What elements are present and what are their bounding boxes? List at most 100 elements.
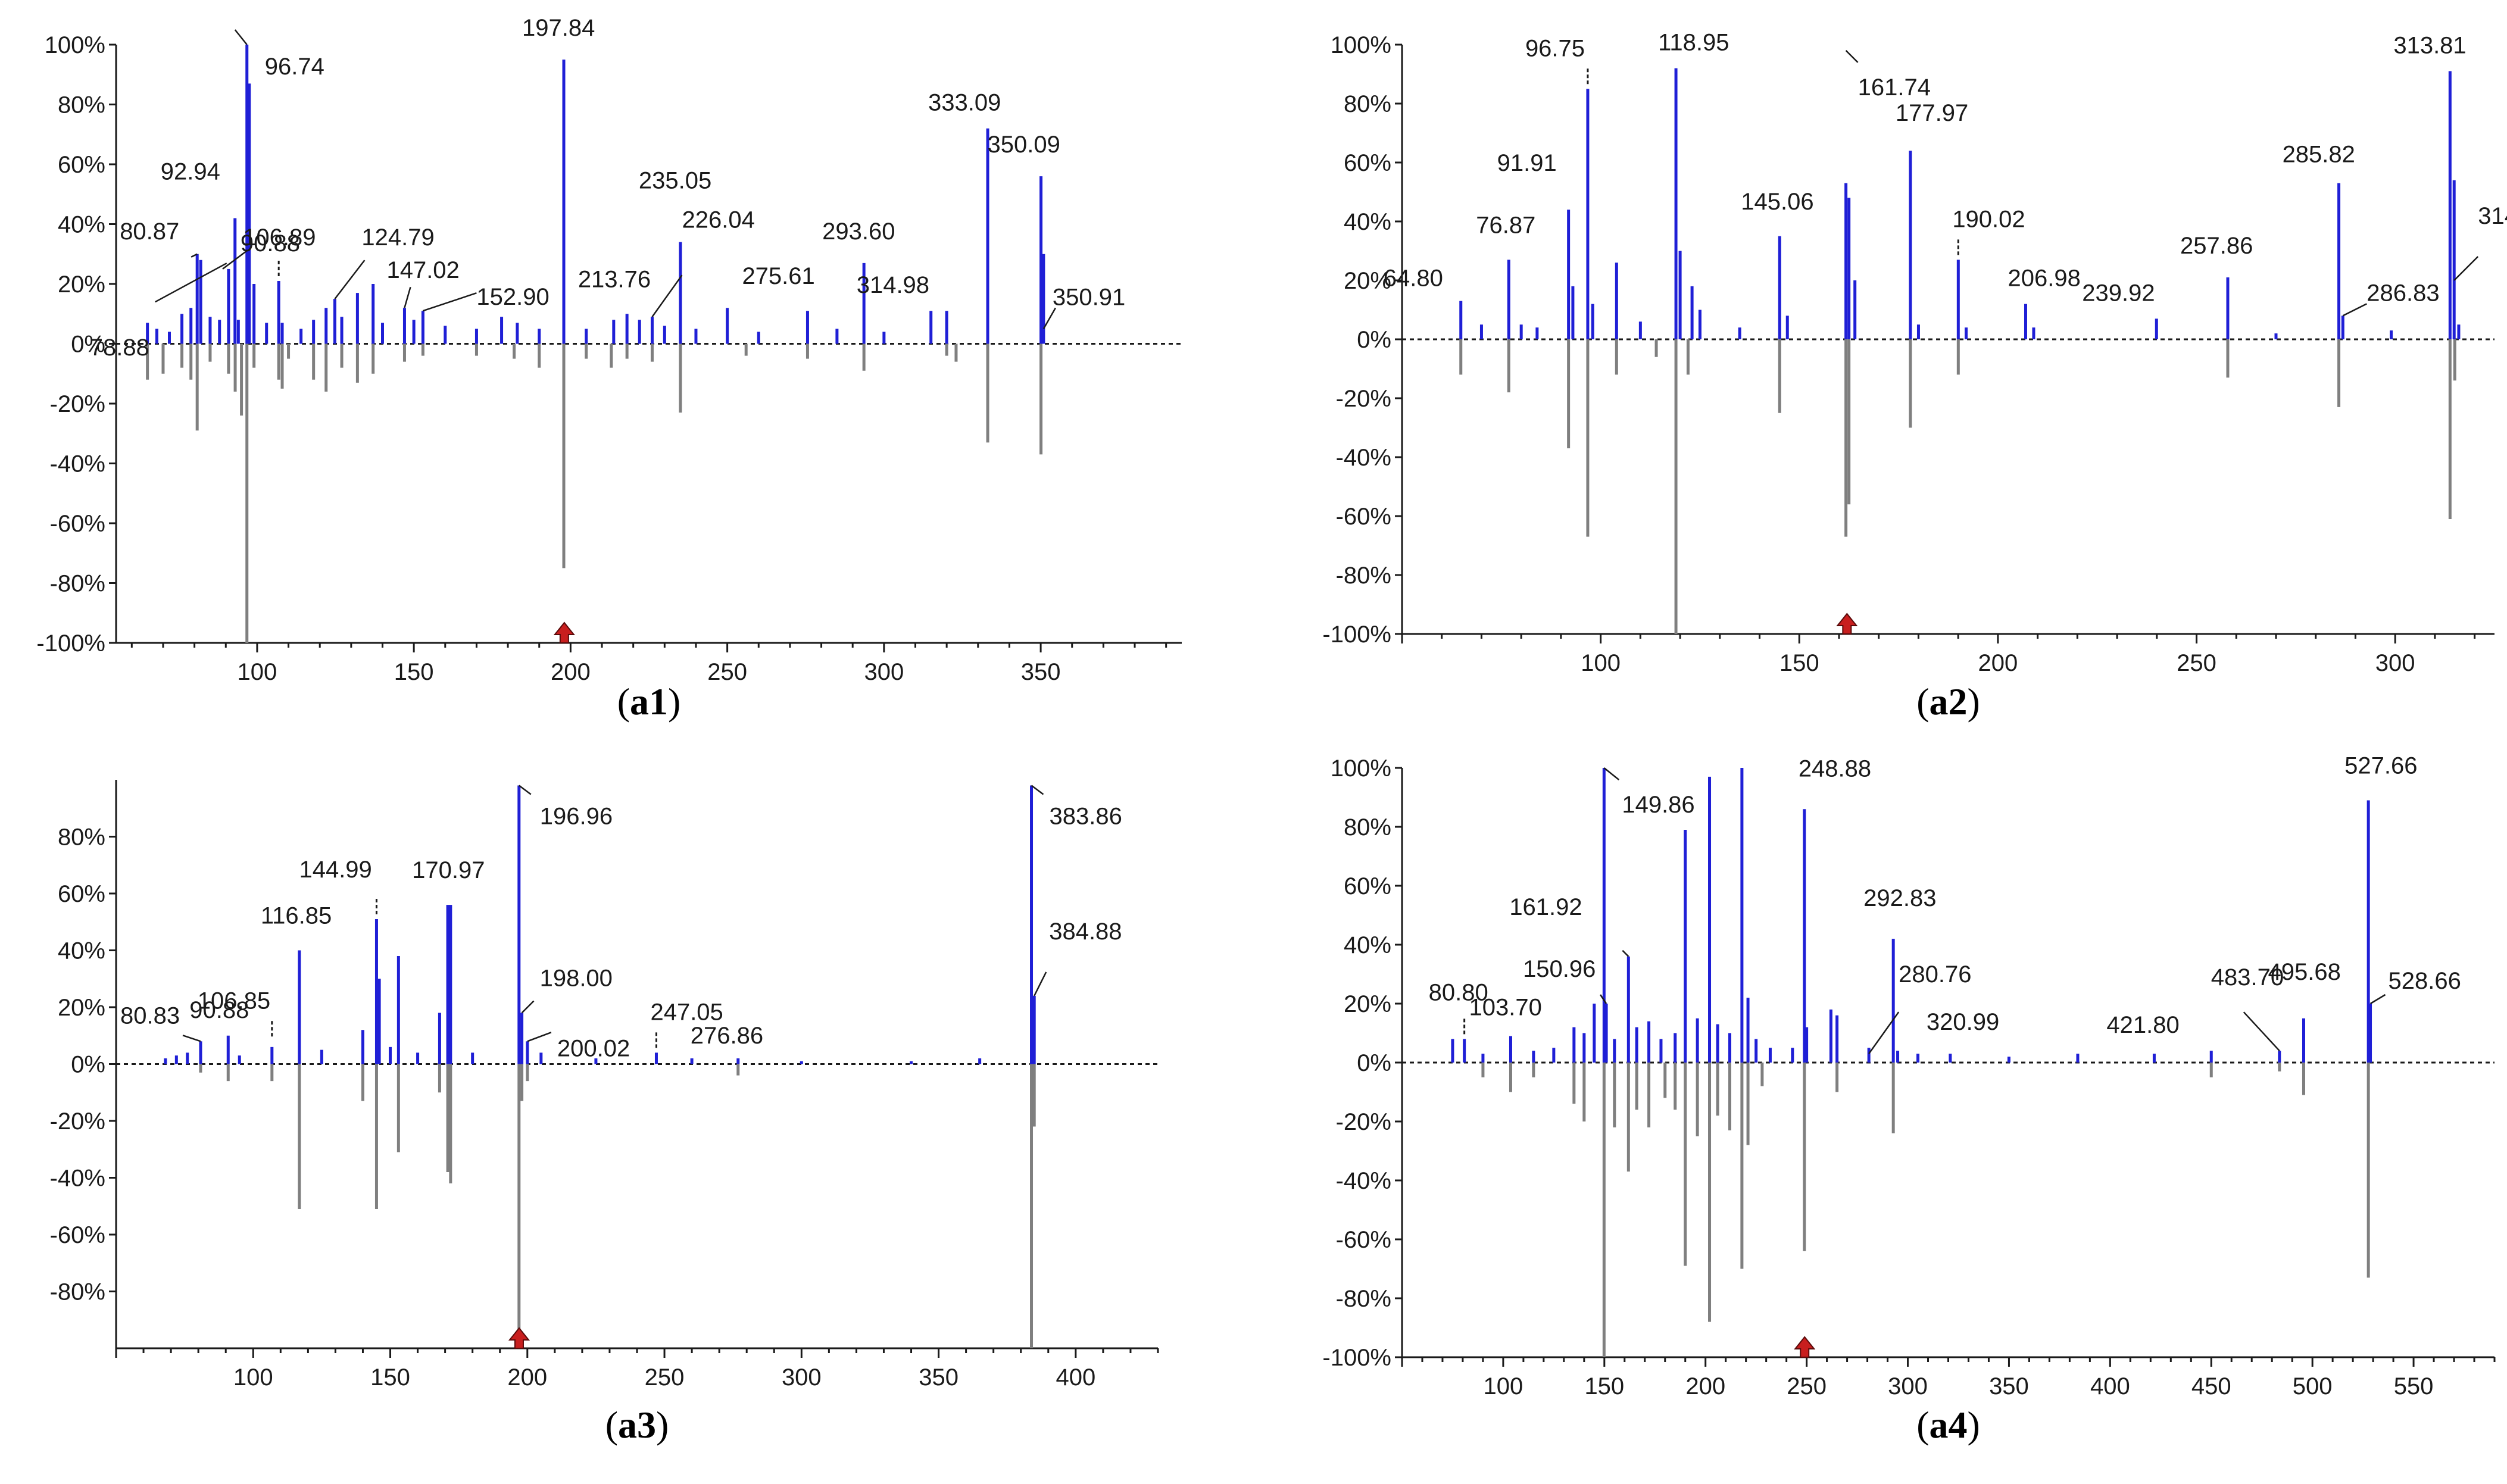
y-tick-label: -80%: [50, 571, 105, 597]
peak-leader-line: [1868, 1011, 1900, 1054]
peak-label: 96.74: [265, 54, 324, 80]
peak-label: 197.84: [522, 15, 595, 41]
peak-label: 124.79: [361, 224, 434, 251]
peak-leader-line: [191, 253, 198, 258]
peak-label: 198.00: [540, 966, 613, 992]
peak-label: 200.02: [557, 1035, 630, 1061]
y-tick-label: 100%: [1331, 32, 1391, 58]
x-tick-label: 200: [507, 1364, 547, 1391]
peak-label: 280.76: [1899, 961, 1971, 988]
precursor-arrow-icon: [508, 1327, 530, 1349]
peak-label: 78.88: [90, 335, 149, 361]
peak-leader-line: [2243, 1011, 2280, 1052]
peak-leader-line: [527, 1032, 552, 1042]
x-tick-label: 150: [1779, 650, 1819, 676]
x-tick-label: 150: [370, 1364, 410, 1391]
peak-label: 144.99: [299, 857, 371, 883]
peak-leader-line: [1034, 971, 1047, 996]
y-tick-label: 80%: [1344, 91, 1391, 117]
peak-label: 276.86: [691, 1023, 763, 1049]
peak-label: 247.05: [650, 999, 723, 1025]
y-tick-label: -20%: [50, 391, 105, 417]
x-tick-label: 300: [864, 659, 904, 685]
peak-label: 333.09: [928, 90, 1001, 116]
y-tick-label: 20%: [58, 995, 105, 1021]
peak-label: 293.60: [822, 218, 895, 245]
peak-label: 239.92: [2082, 280, 2155, 306]
y-tick-label: -60%: [50, 511, 105, 537]
peak-label: 226.04: [682, 207, 754, 233]
x-tick-label: 250: [707, 659, 747, 685]
peak-leader-line: [2453, 256, 2479, 281]
y-tick-label: 100%: [1331, 755, 1391, 782]
y-tick-label: 80%: [58, 824, 105, 851]
peak-label: 145.06: [1741, 189, 1813, 215]
peak-leader-line: [2342, 303, 2367, 317]
y-tick-label: -100%: [1322, 1345, 1391, 1371]
x-tick-label: 200: [1978, 650, 2018, 676]
x-tick-label: 100: [1484, 1373, 1523, 1399]
panel-a1: 100% 80% 60% 40% 20% 0% -20% -40% -60% -80% -100% 1…: [36, 15, 1182, 723]
y-tick-label: 20%: [1344, 991, 1391, 1017]
peak-label: 285.82: [2283, 142, 2355, 168]
peak-label: 106.85: [198, 988, 270, 1014]
y-tick-label: 0%: [1357, 1050, 1391, 1076]
peak-label: 76.87: [1476, 212, 1535, 238]
peak-label: 248.88: [1799, 755, 1871, 782]
peak-leader-line: [1042, 307, 1056, 329]
x-tick-label: 400: [2090, 1373, 2130, 1399]
peak-leader-line: [334, 260, 366, 299]
peak-label: 350.91: [1053, 284, 1125, 310]
peak-leader-line: [521, 1000, 535, 1014]
peak-label: 528.66: [2389, 968, 2461, 994]
y-tick-label: 80%: [1344, 814, 1391, 841]
peak-label: 80.80: [1429, 979, 1488, 1005]
y-tick-label: -60%: [1336, 504, 1391, 530]
peak-leader-line: [423, 292, 477, 312]
panel-caption: (a2): [1916, 680, 1980, 723]
peak-label: 527.66: [2344, 752, 2417, 779]
precursor-arrow-icon: [1836, 613, 1858, 635]
y-tick-label: 20%: [1344, 268, 1391, 294]
x-tick-label: 200: [1685, 1373, 1725, 1399]
y-tick-label: 40%: [58, 938, 105, 964]
peak-label: 118.95: [1658, 30, 1729, 56]
y-tick-label: -80%: [1336, 1286, 1391, 1312]
peak-leader-line: [1845, 50, 1859, 63]
peak-label: 116.85: [261, 903, 332, 929]
y-tick-label: -60%: [50, 1222, 105, 1248]
y-tick-label: 60%: [58, 881, 105, 907]
peak-label: 90.88: [241, 230, 300, 257]
peak-label: 149.86: [1622, 792, 1694, 818]
y-tick-label: -20%: [1336, 386, 1391, 412]
peak-label: 275.61: [742, 263, 814, 289]
peak-label: 177.97: [1896, 100, 1968, 126]
peak-leader-line: [404, 286, 411, 308]
x-tick-label: 100: [233, 1364, 273, 1391]
peak-leader-line: [234, 29, 248, 45]
x-tick-label: 250: [645, 1364, 685, 1391]
y-tick-label: -40%: [50, 451, 105, 477]
y-tick-label: -80%: [1336, 563, 1391, 589]
y-tick-label: 0%: [71, 332, 105, 358]
peak-label: 286.83: [2366, 280, 2439, 306]
y-tick-label: 40%: [1344, 932, 1391, 958]
peak-label: 161.74: [1858, 74, 1931, 101]
peak-leader-line: [1622, 949, 1629, 957]
peak-label: 384.88: [1049, 918, 1122, 945]
peak-label: 80.87: [120, 218, 179, 245]
peak-label: 161.92: [1509, 894, 1582, 920]
x-tick-label: 350: [1021, 659, 1061, 685]
peak-label: 196.96: [540, 804, 613, 830]
peak-label: 206.98: [2008, 265, 2080, 292]
peak-label: 103.70: [1469, 994, 1541, 1020]
x-tick-label: 150: [394, 659, 434, 685]
peak-label: 495.68: [2268, 959, 2340, 985]
panel-a2: 100% 80% 60% 40% 20% 0% -20% -40% -60% -80% -100% 1…: [1322, 30, 2507, 723]
peak-label: 383.86: [1050, 804, 1122, 830]
peak-leader-line: [519, 785, 532, 795]
peak-leader-line: [155, 263, 227, 303]
peak-label: 257.86: [2180, 233, 2253, 259]
peak-leader-line: [651, 274, 683, 318]
